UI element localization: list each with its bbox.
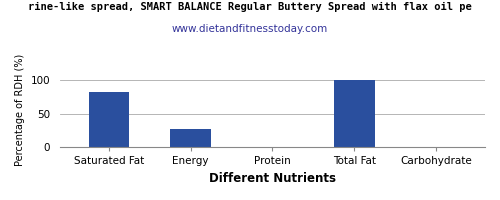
Text: www.dietandfitnesstoday.com: www.dietandfitnesstoday.com [172,24,328,34]
Y-axis label: Percentage of RDH (%): Percentage of RDH (%) [15,54,25,166]
Bar [170,129,211,147]
Bar [88,92,130,147]
X-axis label: Different Nutrients: Different Nutrients [209,172,336,185]
Bar [334,80,374,147]
Text: rine-like spread, SMART BALANCE Regular Buttery Spread with flax oil pe: rine-like spread, SMART BALANCE Regular … [28,2,472,12]
